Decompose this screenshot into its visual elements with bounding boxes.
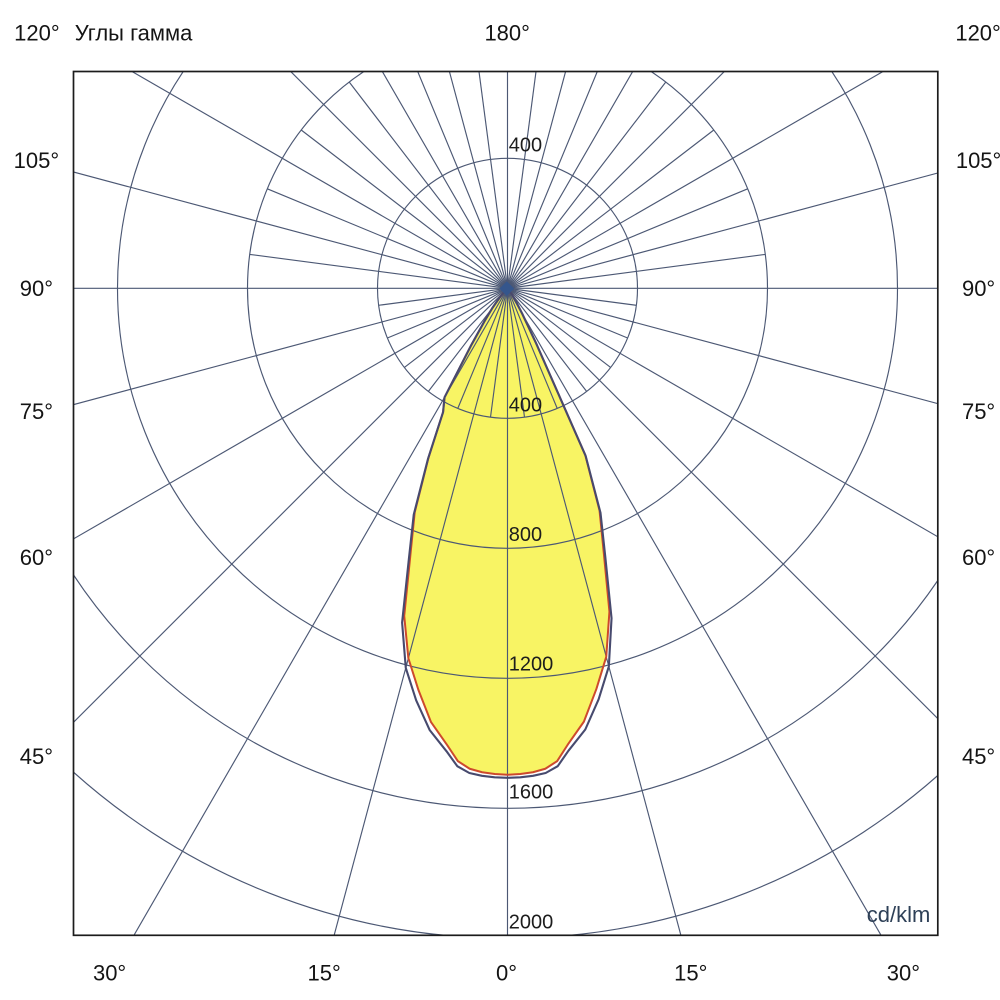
svg-text:15°: 15° <box>308 961 341 986</box>
svg-text:105°: 105° <box>956 148 1000 173</box>
svg-text:120°: 120° <box>14 21 60 46</box>
svg-text:180°: 180° <box>484 21 530 46</box>
svg-text:105°: 105° <box>14 148 60 173</box>
svg-text:90°: 90° <box>20 276 53 301</box>
svg-text:400: 400 <box>509 395 542 417</box>
svg-text:60°: 60° <box>20 545 53 570</box>
svg-text:60°: 60° <box>962 545 995 570</box>
svg-text:75°: 75° <box>20 399 53 424</box>
svg-text:30°: 30° <box>887 961 920 986</box>
svg-text:30°: 30° <box>93 961 126 986</box>
svg-text:0°: 0° <box>496 961 517 986</box>
svg-text:1200: 1200 <box>509 654 554 676</box>
svg-text:90°: 90° <box>962 276 995 301</box>
svg-text:45°: 45° <box>20 744 53 769</box>
svg-text:800: 800 <box>509 524 542 546</box>
svg-text:75°: 75° <box>962 399 995 424</box>
svg-text:45°: 45° <box>962 744 995 769</box>
svg-text:2000: 2000 <box>509 912 554 934</box>
svg-text:15°: 15° <box>674 961 707 986</box>
svg-text:Углы гамма: Углы гамма <box>75 21 193 46</box>
svg-text:cd/klm: cd/klm <box>867 902 931 927</box>
svg-text:400: 400 <box>509 134 542 156</box>
svg-text:120°: 120° <box>955 21 1000 46</box>
svg-text:1600: 1600 <box>509 781 554 803</box>
